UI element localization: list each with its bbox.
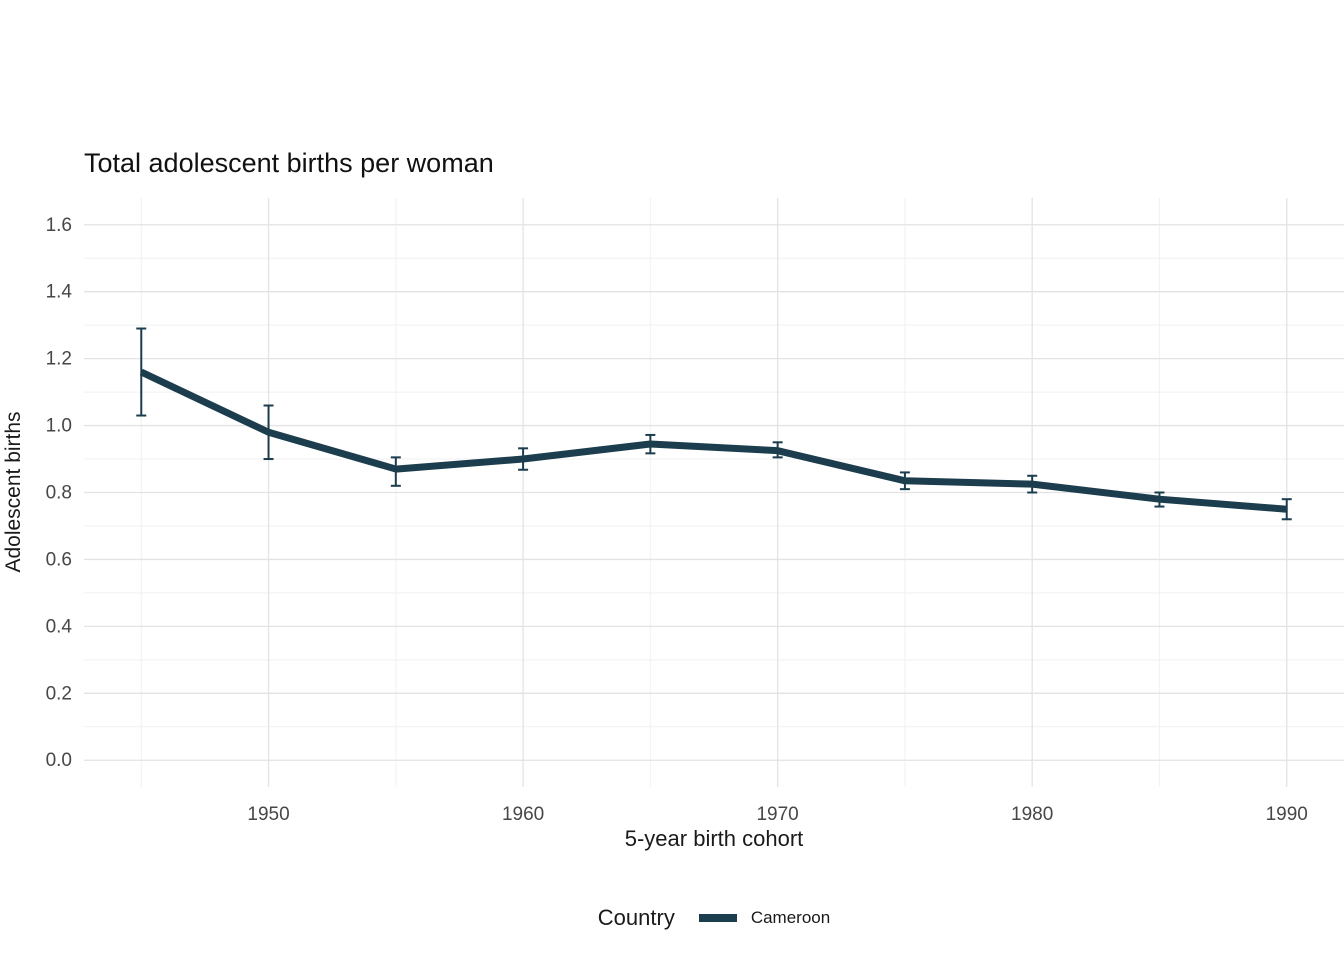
- x-tick-label: 1990: [1266, 804, 1308, 825]
- y-tick-label: 0.2: [46, 683, 72, 704]
- legend-title: Country: [597, 905, 675, 930]
- y-tick-label: 0.6: [46, 549, 72, 570]
- y-tick-label: 1.0: [46, 416, 72, 437]
- x-tick-label: 1980: [1011, 804, 1053, 825]
- x-tick-label: 1950: [247, 804, 289, 825]
- x-axis-title: 5-year birth cohort: [624, 826, 804, 851]
- legend-label-cameroon: Cameroon: [750, 908, 831, 927]
- y-tick-label: 0.8: [46, 483, 72, 504]
- x-tick-label: 1970: [756, 804, 798, 825]
- y-tick-label: 1.4: [46, 282, 73, 303]
- data-line-cameroon: [139, 368, 1288, 513]
- y-tick-label: 0.4: [46, 616, 73, 637]
- x-tick-label: 1960: [502, 804, 544, 825]
- legend: Country Cameroon: [0, 905, 1344, 931]
- y-tick-label: 1.2: [46, 349, 72, 370]
- chart-title: Total adolescent births per woman: [84, 148, 494, 178]
- y-tick-label: 0.0: [46, 750, 72, 771]
- legend-swatch-cameroon: [698, 914, 737, 922]
- y-tick-label: 1.6: [46, 215, 72, 236]
